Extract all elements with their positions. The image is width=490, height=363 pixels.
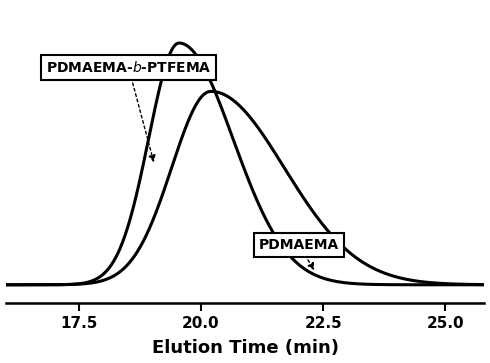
Text: PDMAEMA-$\it{b}$-PTFEMA: PDMAEMA-$\it{b}$-PTFEMA xyxy=(46,60,211,161)
X-axis label: Elution Time (min): Elution Time (min) xyxy=(151,339,339,358)
Text: PDMAEMA: PDMAEMA xyxy=(259,238,339,269)
